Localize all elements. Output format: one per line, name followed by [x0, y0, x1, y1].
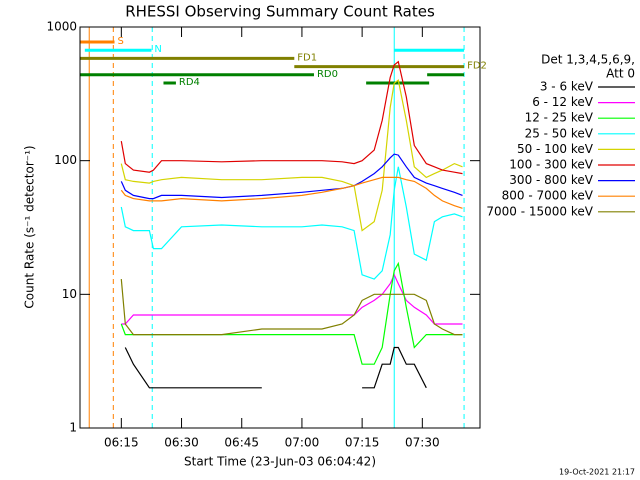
series-line: [120, 176, 463, 209]
y-tick-label: 1000: [46, 20, 77, 34]
legend-title: Att 0: [606, 67, 635, 81]
legend-label: 300 - 800 keV: [509, 173, 593, 187]
series-line: [120, 166, 463, 280]
legend-label: 50 - 100 keV: [517, 142, 594, 156]
series-line: [120, 153, 463, 200]
axes-frame: [79, 26, 481, 429]
x-axis-label: Start Time (23-Jun-03 06:04:42): [184, 455, 376, 469]
flag-label: FD2: [467, 61, 487, 72]
flag-label: RD0: [317, 69, 338, 80]
legend-label: 6 - 12 keV: [532, 95, 594, 109]
chart-title: RHESSI Observing Summary Count Rates: [125, 3, 435, 21]
series-line: [121, 273, 463, 325]
y-tick-label: 10: [62, 287, 77, 301]
series-line: [120, 279, 463, 336]
footer: 19-Oct-2021 21:17: [559, 468, 635, 477]
series-line: [120, 79, 463, 232]
flag-label: N: [154, 44, 161, 55]
flag-label: FD1: [297, 52, 317, 63]
flag-label: RD4: [179, 77, 200, 88]
x-tick-label: 06:15: [104, 436, 139, 450]
legend-label: 7000 - 15000 keV: [486, 204, 593, 218]
legend-label: 800 - 7000 keV: [502, 189, 594, 203]
x-tick-label: 07:15: [345, 436, 380, 450]
legend-label: 100 - 300 keV: [509, 158, 593, 172]
legend-label: 3 - 6 keV: [540, 80, 594, 94]
y-tick-label: 100: [54, 153, 77, 167]
x-tick-label: 06:30: [164, 436, 199, 450]
x-tick-label: 07:30: [405, 436, 440, 450]
flag-label: S: [118, 36, 124, 47]
series-line: [124, 346, 427, 389]
x-tick-label: 06:45: [224, 436, 259, 450]
series-line: [120, 261, 463, 365]
plot-area: [80, 27, 465, 428]
x-tick-label: 07:00: [285, 436, 320, 450]
series-line: [120, 60, 463, 175]
y-tick-label: 1: [69, 421, 77, 435]
y-axis-label: Count Rate (s⁻¹ detector⁻¹): [23, 145, 37, 308]
legend-title: Det 1,3,4,5,6,9,: [541, 53, 635, 67]
legend-label: 12 - 25 keV: [525, 111, 594, 125]
legend-label: 25 - 50 keV: [525, 126, 594, 140]
